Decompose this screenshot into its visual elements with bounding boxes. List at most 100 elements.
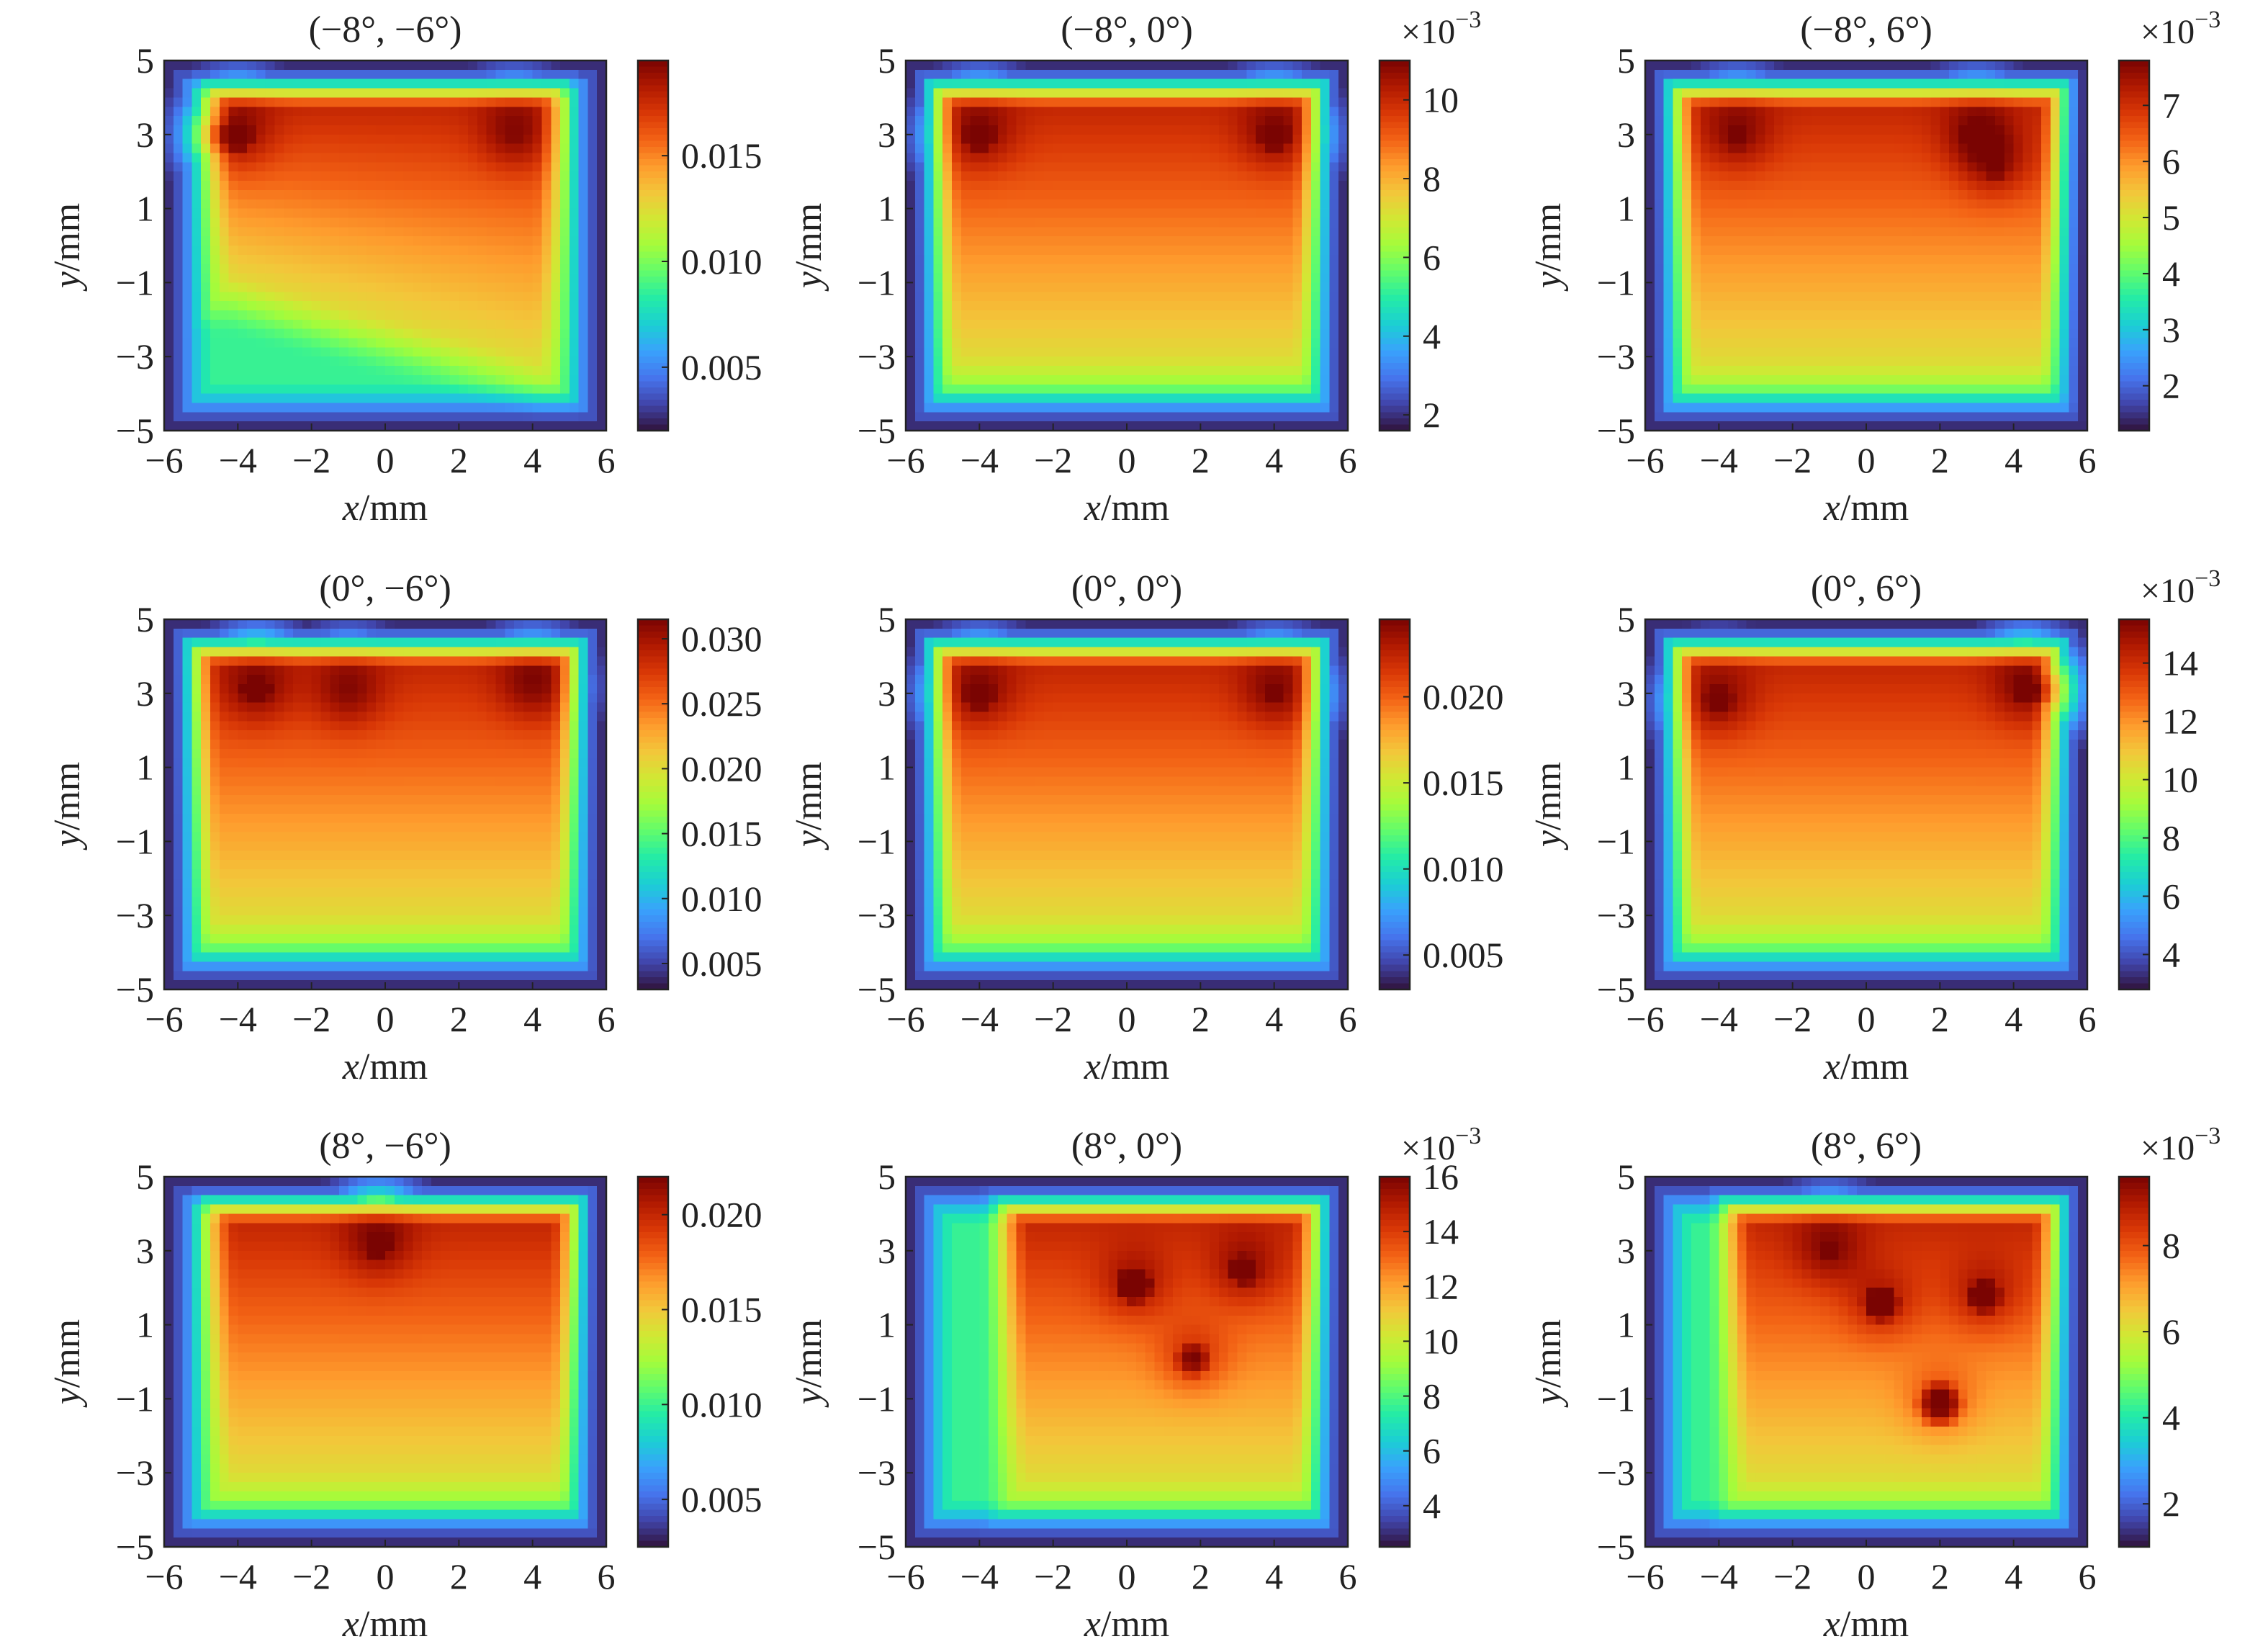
heatmap-cell [997, 338, 1008, 348]
heatmap-cell [210, 273, 220, 283]
heatmap-cell [541, 97, 552, 107]
heatmap-cell [1940, 125, 1950, 135]
heatmap-cell [1645, 189, 1655, 200]
heatmap-cell [1292, 97, 1302, 107]
heatmap-cell [597, 264, 607, 274]
heatmap-cell [1099, 374, 1110, 385]
heatmap-cell [1200, 292, 1210, 302]
heatmap-cell [495, 189, 505, 200]
heatmap-cell [413, 217, 423, 228]
heatmap-cell [376, 421, 386, 431]
heatmap-cell [532, 254, 543, 265]
heatmap-cell [588, 125, 598, 135]
heatmap-cell [2059, 217, 2070, 228]
heatmap-cell [173, 366, 184, 376]
heatmap-cell [514, 328, 524, 339]
heatmap-cell [302, 97, 312, 107]
heatmap-cell [1237, 217, 1247, 228]
heatmap-cell [348, 319, 359, 330]
heatmap-cell [238, 264, 248, 274]
colorbar-2 [1380, 60, 1410, 431]
heatmap-cell [989, 282, 999, 292]
heatmap-cell [1709, 217, 1719, 228]
heatmap-cell [1329, 264, 1339, 274]
heatmap-cell [1338, 208, 1349, 219]
heatmap-cell [989, 162, 999, 172]
heatmap-cell [1329, 181, 1339, 191]
heatmap-cell [1246, 301, 1256, 311]
heatmap-cell [468, 374, 478, 385]
heatmap-cell [2069, 162, 2079, 172]
heatmap-cell [495, 171, 505, 181]
x-tick-label: 0 [1118, 440, 1136, 480]
heatmap-cell [449, 356, 459, 367]
heatmap-cell [997, 107, 1008, 117]
heatmap-cell [1200, 236, 1210, 246]
heatmap-cell [238, 412, 248, 422]
heatmap-cell [933, 393, 943, 404]
heatmap-cell [1264, 319, 1275, 330]
heatmap-cell [1089, 171, 1100, 181]
heatmap-cell [1654, 107, 1665, 117]
heatmap-cell [588, 153, 598, 163]
heatmap-cell [385, 310, 395, 320]
heatmap-cell [1099, 162, 1110, 172]
colorbar-step [638, 73, 668, 80]
colorbar-step [638, 264, 668, 271]
heatmap-cell [2069, 125, 2079, 135]
heatmap-cell [1709, 134, 1719, 145]
heatmap-cell [532, 125, 543, 135]
heatmap-cell [1801, 107, 1812, 117]
heatmap-cell [182, 153, 192, 163]
heatmap-cell [997, 227, 1008, 237]
heatmap-cell [1246, 60, 1256, 71]
heatmap-cell [339, 236, 349, 246]
heatmap-cell [311, 181, 322, 191]
heatmap-cell [2078, 171, 2088, 181]
heatmap-cell [1191, 282, 1201, 292]
heatmap-cell [1108, 338, 1118, 348]
heatmap-cell [532, 403, 543, 413]
heatmap-cell [569, 319, 580, 330]
heatmap-cell [477, 227, 487, 237]
heatmap-cell [1792, 162, 1803, 172]
heatmap-cell [1099, 189, 1110, 200]
heatmap-cell [1164, 162, 1174, 172]
heatmap-cell [514, 393, 524, 404]
heatmap-cell [970, 171, 980, 181]
heatmap-cell [413, 347, 423, 357]
heatmap-cell [1117, 227, 1128, 237]
heatmap-cell [1246, 393, 1256, 404]
heatmap-cell [1338, 292, 1349, 302]
heatmap-cell [449, 301, 459, 311]
heatmap-cell [210, 366, 220, 376]
heatmap-cell [924, 217, 934, 228]
heatmap-cell [339, 273, 349, 283]
heatmap-cell [385, 412, 395, 422]
heatmap-cell [1246, 153, 1256, 163]
heatmap-cell [1228, 338, 1238, 348]
heatmap-cell [238, 310, 248, 320]
heatmap-cell [1857, 217, 1867, 228]
heatmap-cell [201, 60, 211, 71]
heatmap-cell [228, 69, 238, 80]
heatmap-cell [1774, 69, 1784, 80]
heatmap-cell [578, 403, 589, 413]
heatmap-cell [1099, 236, 1110, 246]
heatmap-cell [505, 319, 515, 330]
heatmap-cell [1838, 116, 1849, 126]
heatmap-cell [1329, 282, 1339, 292]
heatmap-cell [1894, 88, 1904, 98]
heatmap-cell [1127, 125, 1137, 135]
heatmap-cell [1654, 162, 1665, 172]
heatmap-cell [320, 421, 330, 431]
heatmap-cell [431, 181, 441, 191]
heatmap-cell [468, 153, 478, 163]
heatmap-cell [1894, 134, 1904, 145]
heatmap-cell [274, 292, 284, 302]
heatmap-cell [979, 208, 989, 219]
heatmap-cell [192, 403, 202, 413]
heatmap-cell [403, 273, 413, 283]
heatmap-cell [960, 217, 971, 228]
heatmap-cell [1135, 328, 1146, 339]
